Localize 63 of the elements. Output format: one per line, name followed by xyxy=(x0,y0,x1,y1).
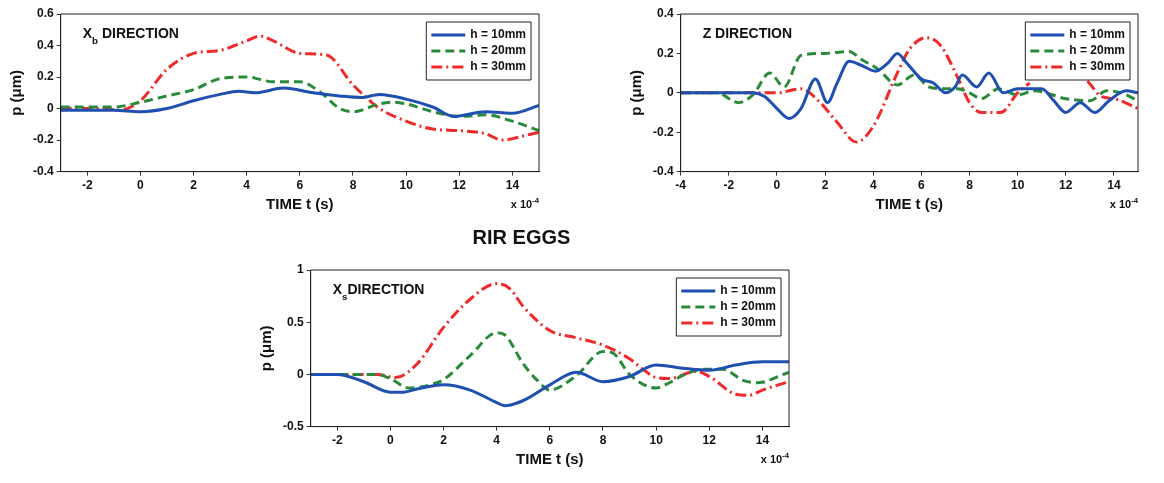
line-series xyxy=(310,360,789,408)
x-tick-label: 14 xyxy=(755,433,770,448)
x-tick-label: 10 xyxy=(649,433,664,448)
y-axis-title: p (μm) xyxy=(627,69,645,116)
y-tick-label: -0.2 xyxy=(32,132,54,147)
legend-label: h = 30mm xyxy=(1069,59,1126,74)
x-tick-label: 0 xyxy=(137,178,145,193)
y-tick-label: -0.2 xyxy=(652,124,674,139)
chart-title: RIR EGGS xyxy=(472,225,571,248)
x-tick-label: 0 xyxy=(387,433,395,448)
legend-label: h = 30mm xyxy=(720,315,777,330)
x-tick-label: 10 xyxy=(399,178,414,193)
x-tick-label: 8 xyxy=(349,178,357,193)
y-tick-label: 0.4 xyxy=(656,6,674,21)
y-tick-label: -0.4 xyxy=(652,163,674,178)
x-tick-label: 2 xyxy=(190,178,198,193)
y-tick-label: 0.4 xyxy=(36,37,54,52)
x-axis-title: TIME t (s) xyxy=(516,450,584,468)
x-tick-label: 14 xyxy=(505,178,520,193)
y-tick-label: 0 xyxy=(666,85,674,100)
x-tick-label: -2 xyxy=(723,178,735,193)
y-tick-label: 0.5 xyxy=(286,314,304,329)
x-tick-label: 6 xyxy=(918,178,926,193)
x-tick-label: 2 xyxy=(821,178,829,193)
y-tick-label: -0.4 xyxy=(32,163,54,178)
legend-label: h = 10mm xyxy=(470,27,527,42)
x-tick-label: 4 xyxy=(493,433,501,448)
x-tick-label: 10 xyxy=(1010,178,1025,193)
x-tick-label: 4 xyxy=(243,178,251,193)
annotation: Z DIRECTION xyxy=(702,25,793,41)
x-axis-title: TIME t (s) xyxy=(875,195,944,213)
x-tick-label: 14 xyxy=(1107,178,1121,193)
y-tick-label: 0.2 xyxy=(656,45,674,60)
x-tick-label: 12 xyxy=(452,178,467,193)
line-series xyxy=(60,75,539,133)
x-tick-label: 6 xyxy=(296,178,304,193)
x-tick-label: -2 xyxy=(81,178,93,193)
x-tick-label: 6 xyxy=(546,433,554,448)
legend-label: h = 20mm xyxy=(470,43,527,58)
x-tick-label: 12 xyxy=(702,433,717,448)
y-tick-label: -0.5 xyxy=(282,418,304,433)
y-tick-label: 0 xyxy=(46,100,54,115)
legend-label: h = 30mm xyxy=(470,59,527,74)
x-tick-label: 8 xyxy=(599,433,607,448)
y-axis-title: p (μm) xyxy=(257,325,275,372)
x-axis-title: TIME t (s) xyxy=(266,195,334,213)
x-tick-label: 12 xyxy=(1059,178,1073,193)
legend-label: h = 10mm xyxy=(720,283,777,298)
y-tick-label: 0.2 xyxy=(36,69,54,84)
legend-label: h = 10mm xyxy=(1069,27,1126,42)
legend-label: h = 20mm xyxy=(1069,43,1126,58)
line-series xyxy=(60,86,539,118)
legend-label: h = 20mm xyxy=(720,299,777,314)
y-tick-label: 1 xyxy=(296,262,304,277)
x-tick-label: -2 xyxy=(331,433,343,448)
y-tick-label: 0.6 xyxy=(36,6,54,21)
x-tick-label: 4 xyxy=(869,178,877,193)
x-tick-label: 2 xyxy=(440,433,448,448)
y-axis-title: p (μm) xyxy=(7,69,25,116)
x-tick-label: 8 xyxy=(966,178,974,193)
x-tick-label: -4 xyxy=(675,178,687,193)
x-tick-label: 0 xyxy=(773,178,781,193)
y-tick-label: 0 xyxy=(296,366,304,381)
